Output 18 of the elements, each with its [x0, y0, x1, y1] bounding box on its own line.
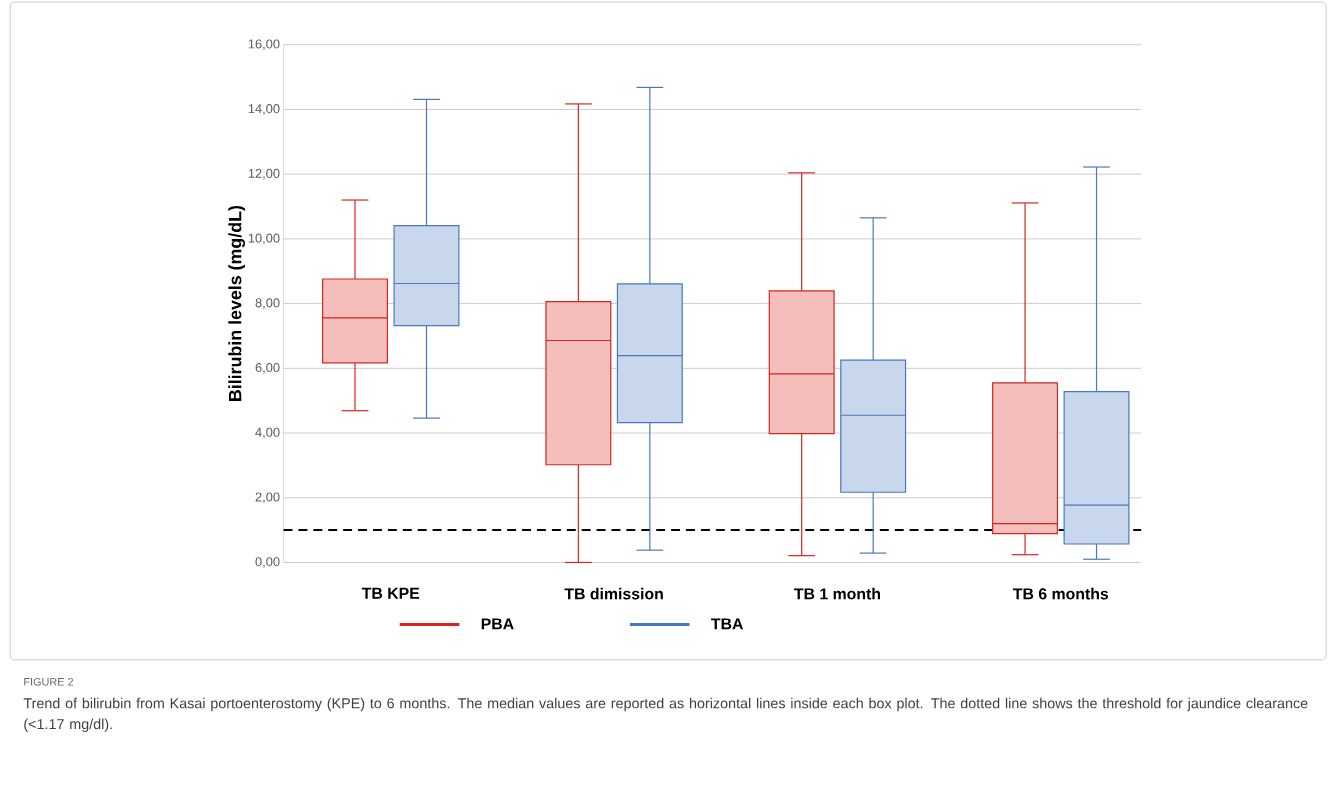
- x-tick-label: TB dimission: [564, 587, 663, 600]
- legend-label: TBA: [711, 618, 744, 630]
- y-tick-label: 6,00: [255, 362, 280, 374]
- text: Trend of bilirubin from Kasai portoenterostomy (KPE) to 6 months. The median values are reported as horizontal lines inside each box plot. The dotted line shows the threshold for jaundice clearance (<1.17 mg/dl).: [23, 697, 1308, 732]
- y-axis-title: Bilirubin levels (mg/dL): [228, 205, 246, 401]
- x-tick-label: TB 1 month: [794, 587, 881, 600]
- x-tick-label: TB KPE: [361, 587, 420, 599]
- y-tick-label: 10,00: [248, 233, 280, 245]
- y-tick-label: 8,00: [255, 298, 280, 309]
- y-tick-label: 4,00: [255, 427, 280, 439]
- y-tick-label: 12,00: [248, 168, 280, 180]
- y-tick-label: 2,00: [255, 492, 280, 504]
- legend-label: PBA: [481, 618, 514, 630]
- y-tick-label: 0,00: [255, 557, 280, 568]
- x-tick-label: TB 6 months: [1012, 587, 1109, 600]
- caption: FIGURE 2: [24, 677, 74, 686]
- y-tick-label: 14,00: [248, 104, 280, 115]
- y-tick-label: 16,00: [248, 39, 280, 51]
